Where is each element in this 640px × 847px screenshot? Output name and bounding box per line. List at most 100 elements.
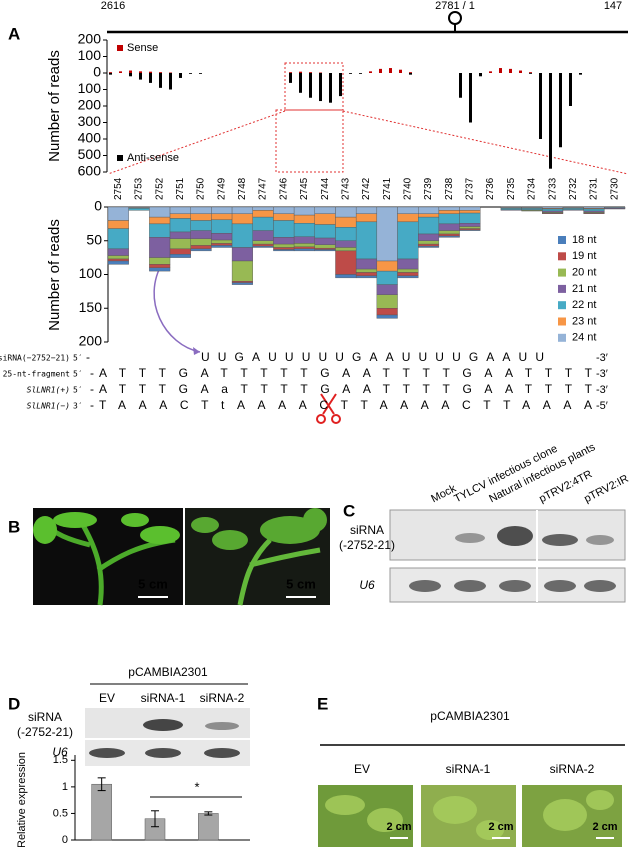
- x-tick-label: 2742: [361, 177, 372, 200]
- bar-segment: [397, 275, 419, 279]
- x-tick-label: 2740: [403, 177, 414, 200]
- bases: UUGAUUUUUGAAUUUUGAAUU: [201, 350, 544, 364]
- legend-swatch: [558, 268, 566, 277]
- bases: TAAACTtAAAACTTAAAACTTAAAA: [99, 398, 592, 412]
- bar-segment: [397, 221, 419, 260]
- bar-segment: [459, 222, 481, 227]
- bar-segment: [293, 246, 315, 250]
- bar-segment: [190, 206, 212, 214]
- bar-segment: [314, 249, 336, 252]
- bar-segment: [128, 208, 150, 211]
- bar-segment: [459, 212, 481, 224]
- row-end: 3′: [73, 402, 83, 411]
- y-tick-label: 150: [79, 299, 103, 315]
- legend-swatch: [558, 284, 566, 293]
- panel-label: A: [8, 24, 20, 43]
- bar-segment: [293, 243, 315, 248]
- y-tick-label: 200: [78, 97, 102, 113]
- bar-segment: [169, 248, 191, 255]
- bar-segment: [438, 233, 460, 237]
- row-lead: -: [86, 350, 90, 364]
- bar: [399, 69, 402, 73]
- row-name: SlLNR1(−): [27, 402, 70, 411]
- legend-label: 18 nt: [572, 234, 596, 246]
- lane-label: siRNA-1: [141, 691, 186, 705]
- x-tick-label: 2752: [154, 177, 165, 200]
- y-tick-label: 100: [79, 265, 103, 281]
- bar-segment: [169, 231, 191, 239]
- x-tick-label: 2730: [609, 177, 620, 200]
- bar-segment: [211, 213, 233, 221]
- y-tick-label: 50: [86, 231, 102, 247]
- bar: [409, 73, 412, 75]
- bar-segment: [418, 240, 440, 245]
- bar: [319, 73, 322, 102]
- bar-segment: [107, 255, 129, 260]
- bar-segment: [293, 206, 315, 216]
- bar-segment: [190, 230, 212, 239]
- x-tick-label: 2737: [465, 177, 476, 200]
- x-tick-label: 2732: [568, 177, 579, 200]
- bar-segment: [376, 314, 398, 319]
- bar: [109, 73, 112, 75]
- bar-segment: [149, 206, 171, 218]
- row-name: SlLNR1(+): [27, 386, 70, 395]
- legend-label: 22 nt: [572, 299, 596, 311]
- bar-segment: [273, 206, 295, 214]
- leaves: [325, 790, 614, 840]
- bar: [549, 73, 552, 169]
- row-tail: -5′: [596, 400, 608, 412]
- legend-label: 20 nt: [572, 267, 596, 279]
- x-label: 2781 / 1: [435, 0, 475, 12]
- bar-segment: [583, 208, 605, 212]
- bases: ATTTGATTTTTGAATTTTGAATTTT: [99, 366, 593, 380]
- bar: [539, 73, 542, 139]
- bar-segment: [149, 216, 171, 225]
- bar: [199, 73, 202, 74]
- y-tick-label: 1.5: [53, 754, 68, 766]
- y-axis-label: Number of reads: [46, 50, 63, 162]
- bar-segment: [273, 220, 295, 238]
- bar-segment: [211, 243, 233, 246]
- panel-label: B: [8, 517, 20, 536]
- x-tick-label: 2741: [382, 177, 393, 200]
- bar-segment: [376, 270, 398, 285]
- bar-segment: [190, 220, 212, 231]
- bar-segment: [149, 223, 171, 238]
- y-tick-label: 600: [78, 163, 102, 179]
- x-tick-label: 2748: [237, 177, 248, 200]
- bar: [459, 73, 462, 98]
- legend-label: Anti-sense: [127, 152, 179, 164]
- bar-segment: [355, 221, 378, 260]
- bar: [309, 73, 312, 98]
- bar-segment: [107, 228, 129, 250]
- bar-segment: [397, 272, 419, 277]
- panel-label: D: [8, 694, 20, 713]
- probe-label: (-2752-21): [339, 538, 395, 552]
- zoom-line: [107, 110, 286, 175]
- x-label: 2616: [101, 0, 125, 12]
- bar-segment: [107, 248, 129, 256]
- bar-segment: [418, 213, 440, 218]
- bar: [569, 73, 572, 106]
- bar-segment: [438, 210, 460, 214]
- bar: [379, 68, 382, 73]
- bar-segment: [335, 274, 357, 279]
- zoom-line: [342, 110, 629, 175]
- bar-segment: [231, 260, 253, 282]
- bar: [179, 73, 182, 78]
- y-tick-label: 100: [78, 47, 102, 63]
- bar-segment: [252, 240, 274, 245]
- bar: [169, 73, 172, 90]
- bar-segment: [252, 230, 274, 241]
- x-tick-label: 2753: [134, 177, 145, 200]
- row-lead: -: [90, 382, 94, 396]
- legend-swatch: [117, 155, 123, 161]
- bar: [159, 72, 162, 73]
- control-label: U6: [52, 745, 68, 759]
- bar: [479, 73, 482, 77]
- bar-segment: [542, 206, 564, 209]
- bar-segment: [107, 220, 129, 229]
- bands: [409, 526, 616, 592]
- bar-segment: [169, 218, 191, 233]
